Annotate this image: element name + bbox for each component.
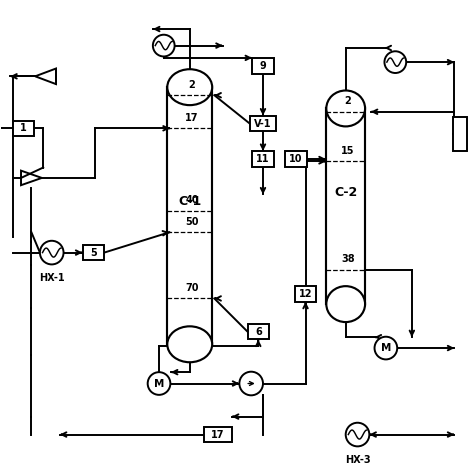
Text: 70: 70: [185, 283, 199, 293]
Text: M: M: [381, 343, 391, 353]
Circle shape: [153, 35, 174, 56]
Text: HX-3: HX-3: [345, 455, 370, 465]
Text: V-1: V-1: [254, 118, 272, 128]
Text: 40: 40: [185, 195, 199, 205]
Text: M: M: [154, 379, 164, 389]
Circle shape: [239, 372, 263, 395]
Circle shape: [384, 51, 406, 73]
Bar: [453, 118, 467, 151]
Text: 17: 17: [185, 113, 199, 123]
Circle shape: [148, 372, 170, 395]
Ellipse shape: [167, 326, 212, 362]
Text: 50: 50: [185, 217, 199, 227]
Bar: [252, 151, 273, 167]
Circle shape: [374, 337, 397, 359]
Bar: [252, 58, 273, 74]
Text: 2: 2: [345, 96, 351, 106]
Text: 9: 9: [260, 61, 266, 71]
Text: C-2: C-2: [334, 186, 357, 199]
Ellipse shape: [326, 91, 365, 127]
Bar: [295, 286, 316, 301]
Circle shape: [346, 423, 369, 447]
Text: 6: 6: [255, 327, 262, 337]
Bar: [82, 245, 104, 260]
Text: 1: 1: [20, 123, 27, 133]
Circle shape: [40, 241, 64, 264]
Bar: [250, 116, 276, 131]
Text: 17: 17: [211, 429, 225, 439]
Ellipse shape: [167, 69, 212, 105]
Text: 38: 38: [341, 255, 355, 264]
Bar: [167, 87, 212, 344]
Ellipse shape: [326, 286, 365, 322]
Text: 5: 5: [90, 247, 97, 257]
Bar: [13, 120, 34, 136]
Text: 10: 10: [289, 154, 303, 164]
Bar: [285, 151, 307, 167]
Bar: [204, 427, 232, 442]
Text: 12: 12: [299, 289, 312, 299]
Text: HX-1: HX-1: [39, 273, 64, 283]
Text: C-1: C-1: [178, 195, 201, 208]
Text: 11: 11: [256, 154, 270, 164]
Bar: [247, 324, 269, 339]
Text: 2: 2: [189, 80, 195, 90]
Text: 15: 15: [341, 146, 355, 156]
Bar: [326, 109, 365, 304]
